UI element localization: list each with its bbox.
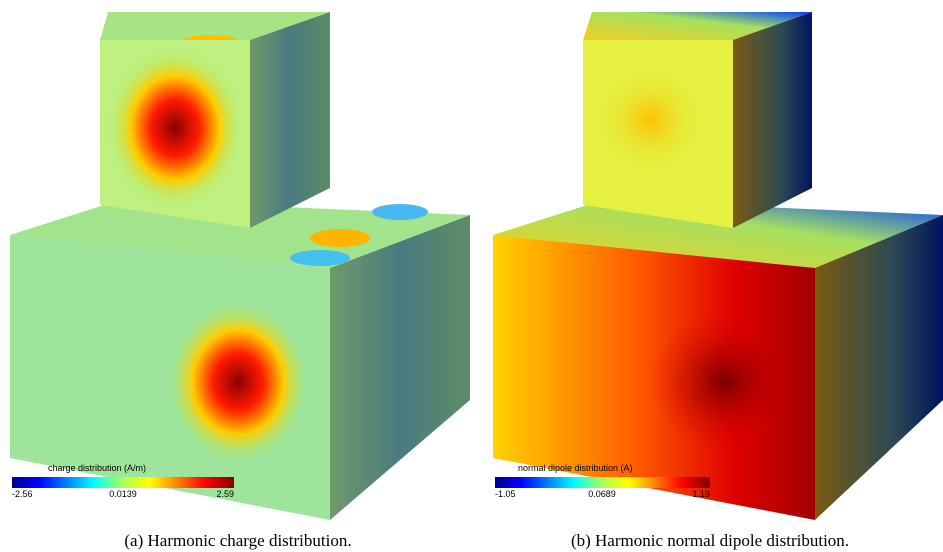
- caption: (b) Harmonic normal dipole distribution.: [571, 531, 849, 550]
- caption: (a) Harmonic charge distribution.: [124, 531, 351, 550]
- colorbar-title: charge distribution (A/m): [48, 463, 146, 473]
- colorbar-tick: -2.56: [12, 489, 33, 499]
- colorbar-tick: 2.59: [216, 489, 234, 499]
- panel-a-annotations: charge distribution (A/m) -2.56 0.0139 2…: [12, 463, 352, 550]
- render-a: [10, 12, 470, 520]
- colorbar-tick: 1.19: [692, 489, 710, 499]
- colorbar-tick: 0.0689: [588, 489, 616, 499]
- colorbar-title: normal dipole distribution (A): [518, 463, 633, 473]
- colorbar-tick: 0.0139: [109, 489, 137, 499]
- colorbar: [495, 477, 710, 488]
- colorbar-tick: -1.05: [495, 489, 516, 499]
- panel-b-annotations: normal dipole distribution (A) -1.05 0.0…: [495, 463, 849, 550]
- render-b: [493, 12, 943, 520]
- colorbar: [12, 477, 234, 488]
